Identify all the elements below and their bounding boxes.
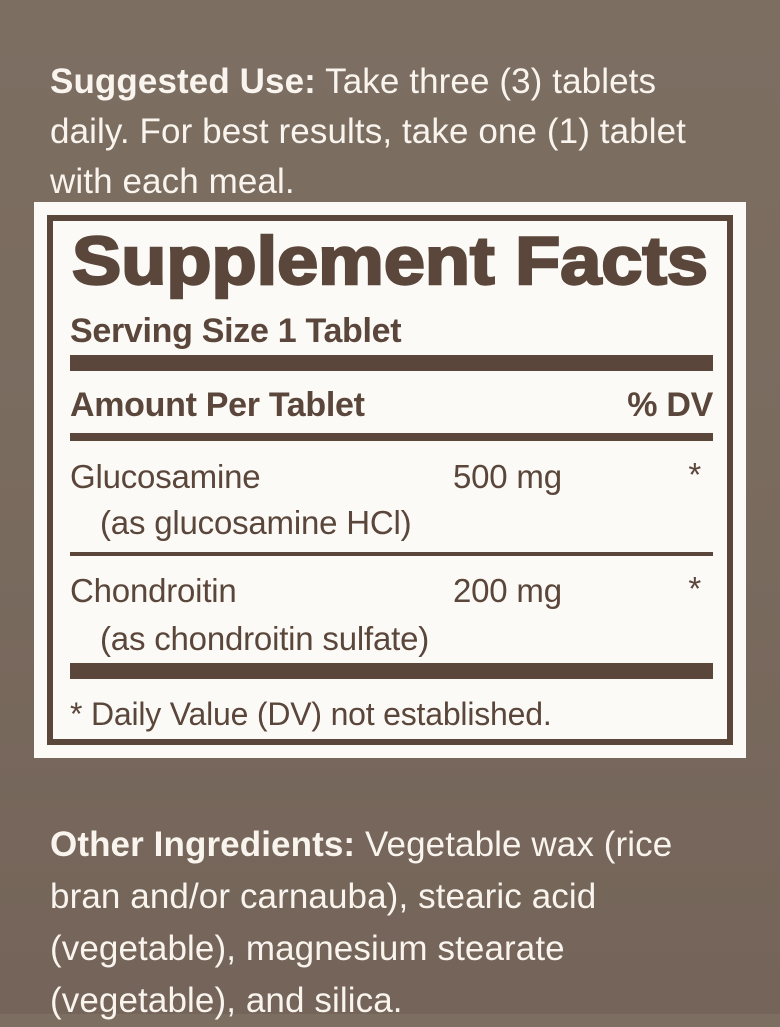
suggested-use-paragraph: Suggested Use: Take three (3) tablets da… xyxy=(50,57,728,207)
dv-footnote: * Daily Value (DV) not established. xyxy=(70,696,552,732)
supplement-facts-panel: Supplement Facts Serving Size 1 Tablet A… xyxy=(34,202,746,758)
panel-inner-border xyxy=(47,215,733,745)
nutrient-row-chondroitin: Chondroitin 200 mg * xyxy=(70,570,713,614)
nutrient-name: Chondroitin xyxy=(70,572,237,609)
supplement-facts-title: Supplement Facts xyxy=(71,226,709,300)
serving-size: Serving Size 1 Tablet xyxy=(70,312,402,350)
column-header-row: Amount Per Tablet % DV xyxy=(70,386,713,425)
supplement-facts-title-text: Supplement Facts xyxy=(72,226,708,299)
nutrient-amount: 200 mg xyxy=(453,572,562,609)
nutrient-dv: * xyxy=(688,570,701,607)
other-ingredients-paragraph: Other Ingredients: Vegetable wax (rice b… xyxy=(50,819,728,1027)
nutrient-row-glucosamine: Glucosamine 500 mg * xyxy=(70,456,713,500)
nutrient-detail-glucosamine: (as glucosamine HCl) xyxy=(100,504,412,541)
percent-dv-header: % DV xyxy=(627,386,713,424)
thick-rule-top xyxy=(70,355,713,371)
suggested-use-text: Take three (3) tablets daily. For best r… xyxy=(50,62,686,201)
suggested-use-label: Suggested Use: xyxy=(50,62,316,101)
thin-rule xyxy=(70,552,713,556)
thick-rule-bottom xyxy=(70,663,713,679)
nutrient-amount: 500 mg xyxy=(453,458,562,495)
medium-rule xyxy=(70,433,713,441)
nutrient-dv: * xyxy=(688,456,701,493)
nutrient-detail-chondroitin: (as chondroitin sulfate) xyxy=(100,620,430,657)
amount-per-tablet-header: Amount Per Tablet xyxy=(70,386,365,424)
other-ingredients-text: Vegetable wax (rice bran and/or carnauba… xyxy=(50,825,673,1020)
other-ingredients-label: Other Ingredients: xyxy=(50,825,356,864)
nutrient-name: Glucosamine xyxy=(70,458,261,495)
